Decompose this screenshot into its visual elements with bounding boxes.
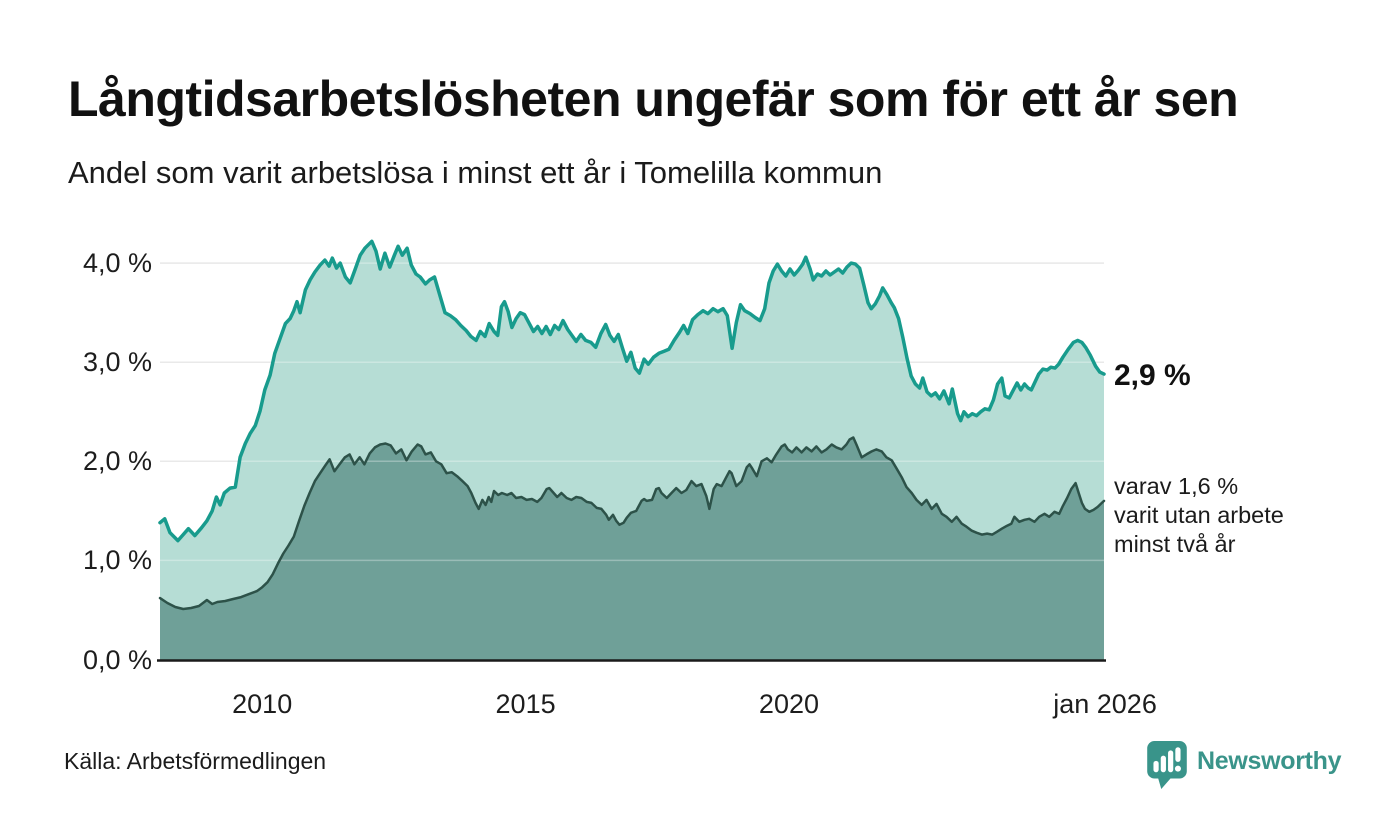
line-total <box>158 239 1106 543</box>
x-tick-label: jan 2026 <box>1053 689 1157 719</box>
y-tick-label: 2,0 % <box>82 446 152 477</box>
x-tick-label: 2020 <box>758 689 819 719</box>
y-tick-label: 0,0 % <box>82 644 152 675</box>
y-tick-label: 4,0 % <box>82 248 152 279</box>
subseries-annotation-line: varit utan arbete <box>1114 502 1284 528</box>
y-tick-label: 1,0 % <box>82 545 152 576</box>
x-tick-label: 2015 <box>495 689 556 719</box>
newsworthy-logo: Newsworthy <box>1146 740 1342 790</box>
x-tick-label: 2010 <box>232 689 293 719</box>
subseries-annotation-line: minst två år <box>1114 531 1236 557</box>
area-total <box>160 241 1104 660</box>
newsworthy-wordmark: Newsworthy <box>1197 746 1342 775</box>
subseries-annotation: varav 1,6 % varit utan arbete minst två … <box>1114 472 1284 559</box>
line-two-years <box>158 436 1106 611</box>
source-label: Källa: Arbetsförmedlingen <box>64 748 327 774</box>
page-subtitle: Andel som varit arbetslösa i minst ett å… <box>68 155 883 190</box>
page-title: Långtidsarbetslösheten ungefär som för e… <box>68 71 1239 127</box>
y-tick-label: 3,0 % <box>82 347 152 378</box>
newsworthy-icon <box>1147 741 1187 789</box>
subseries-annotation-line: varav 1,6 % <box>1114 473 1239 499</box>
area-two-years <box>160 437 1104 660</box>
latest-value-label: 2,9 % <box>1114 359 1191 392</box>
